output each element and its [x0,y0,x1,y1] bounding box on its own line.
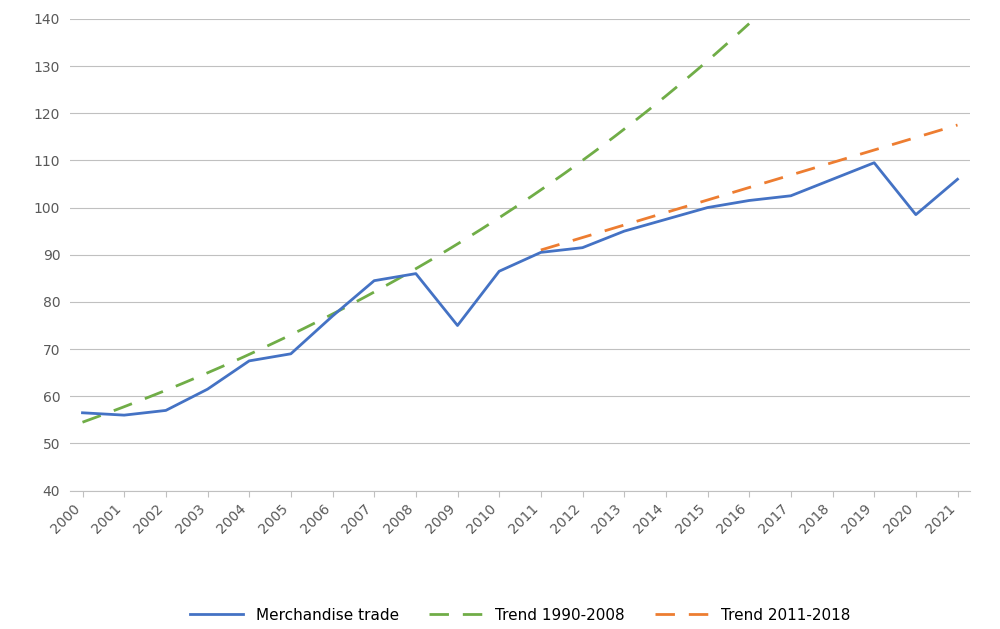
Legend: Merchandise trade, Trend 1990-2008, Trend 2011-2018: Merchandise trade, Trend 1990-2008, Tren… [184,602,856,629]
